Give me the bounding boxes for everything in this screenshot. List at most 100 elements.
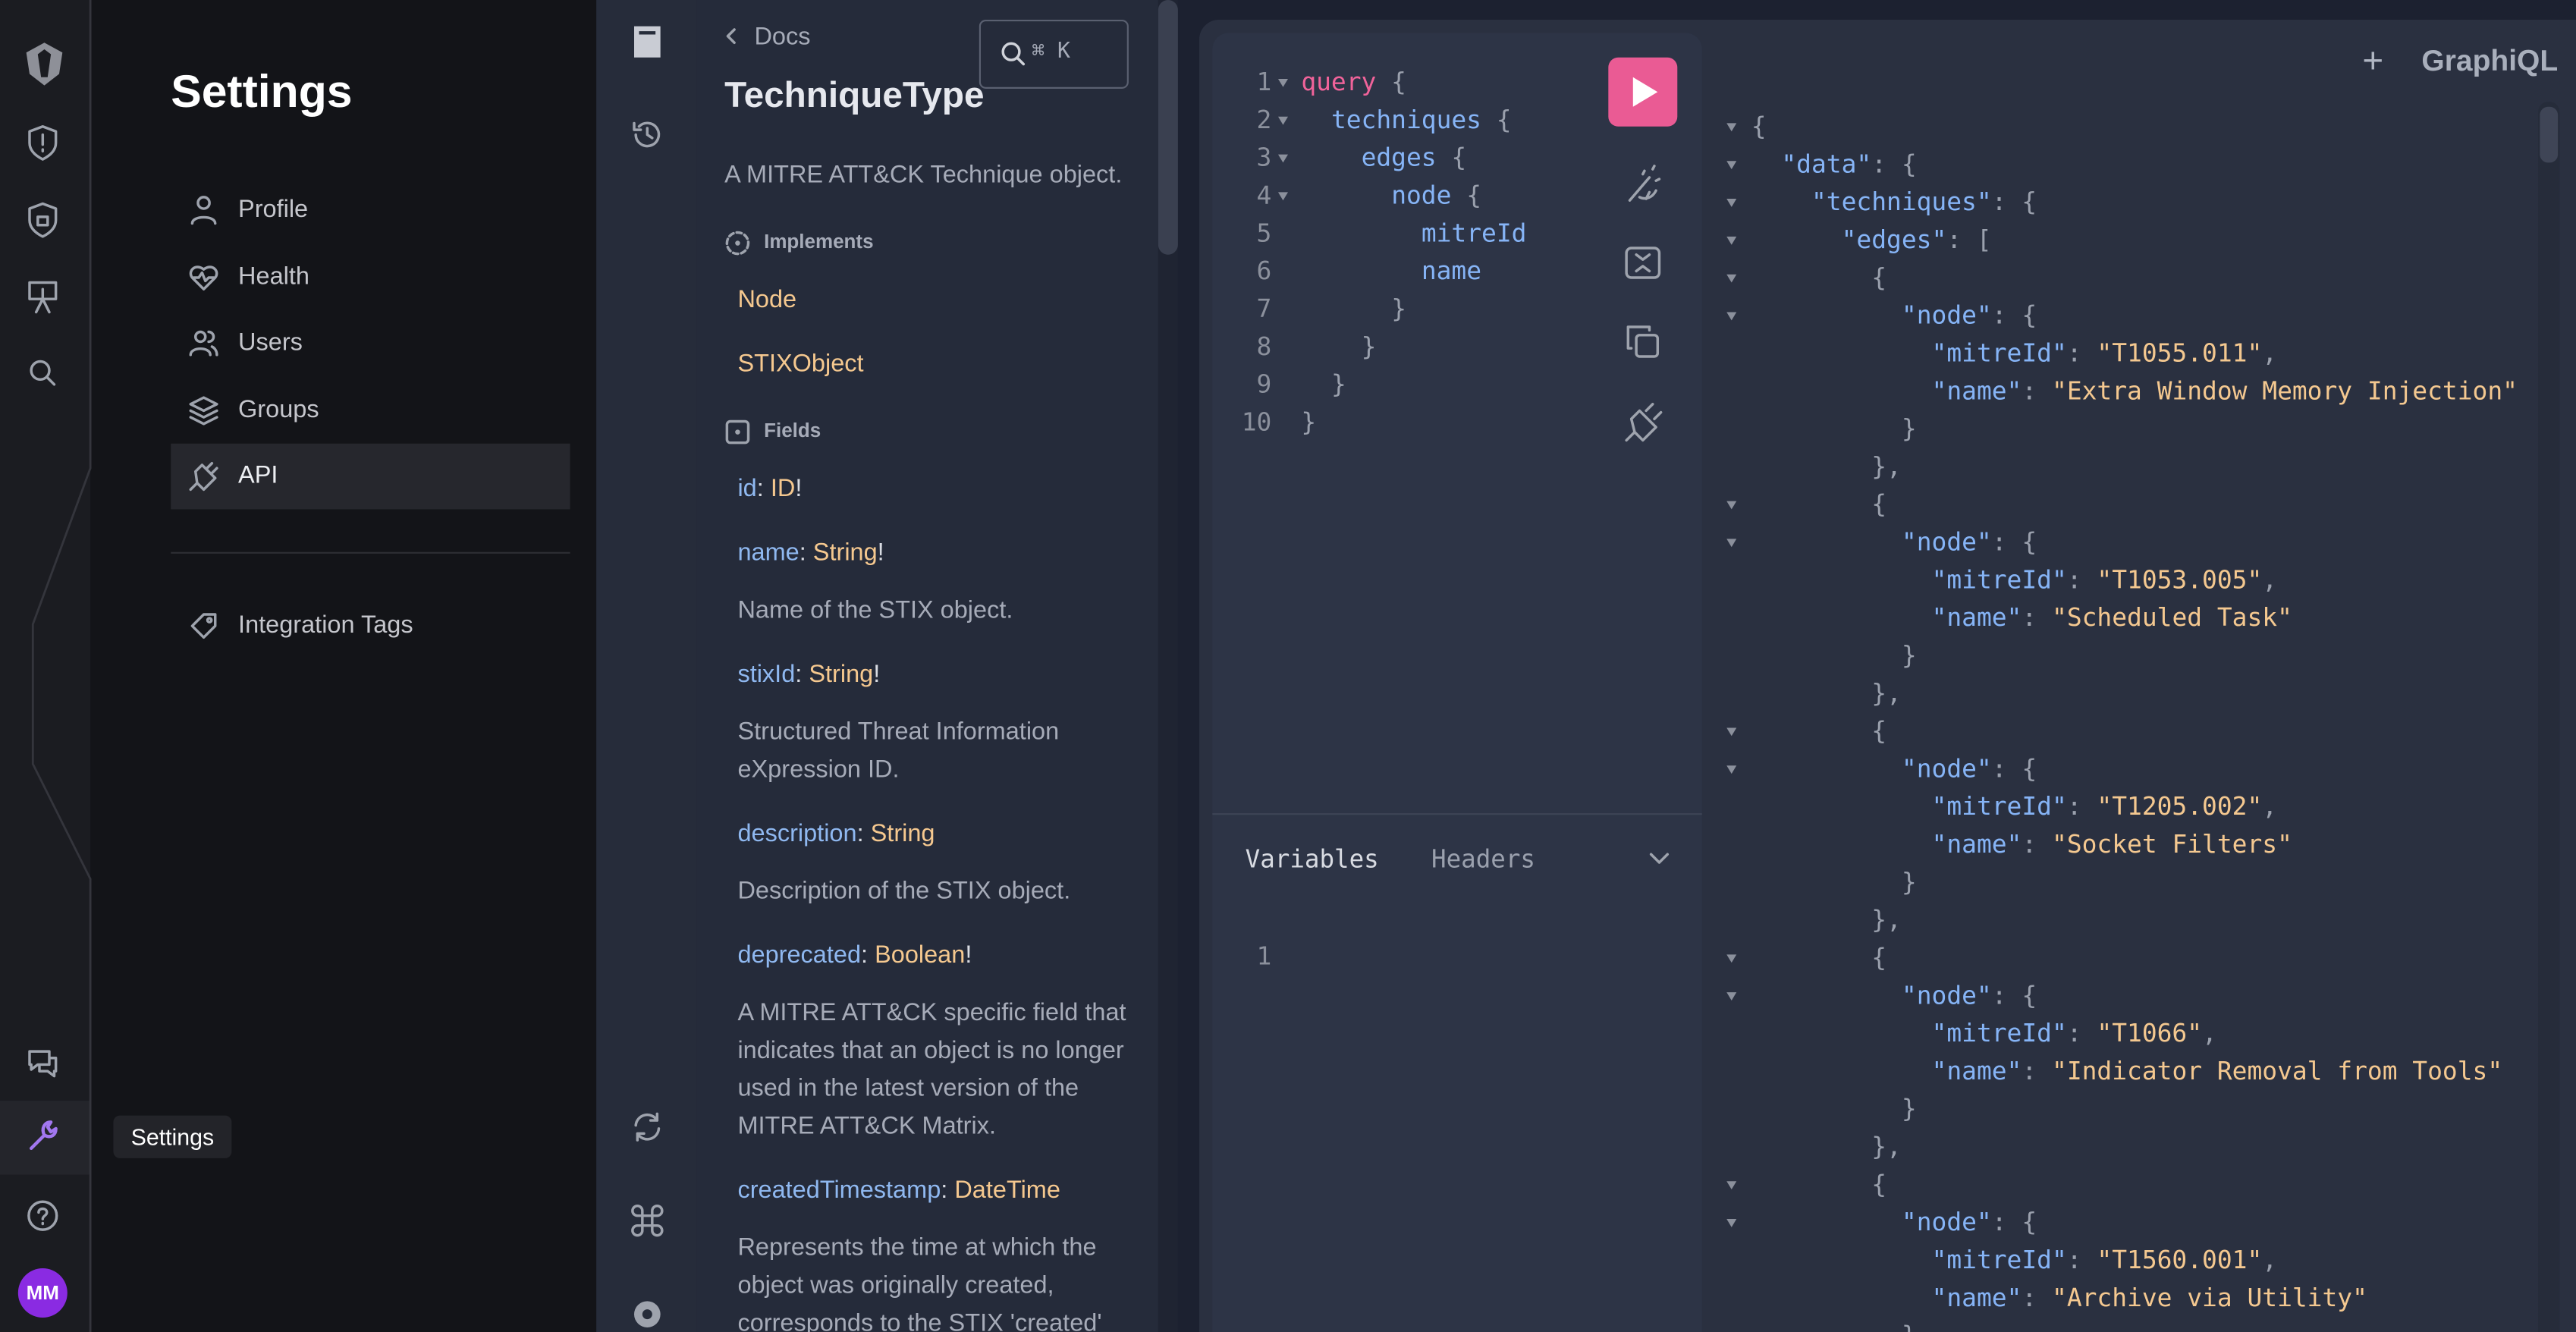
punctuation: : bbox=[2022, 1283, 2053, 1313]
merge-button[interactable] bbox=[1623, 243, 1663, 283]
scroll-thumb[interactable] bbox=[2540, 106, 2559, 163]
refresh-button[interactable] bbox=[631, 1111, 664, 1143]
field-name[interactable]: stixId bbox=[737, 660, 796, 689]
fold-arrow[interactable] bbox=[1726, 992, 1737, 1001]
field-name[interactable]: description bbox=[737, 819, 857, 848]
fold-arrow[interactable] bbox=[1726, 312, 1737, 321]
json-key: "node" bbox=[1901, 1207, 1992, 1237]
code-line: { bbox=[1725, 259, 2530, 297]
logo[interactable] bbox=[23, 41, 65, 87]
code-line: 4 node { bbox=[1212, 177, 1607, 215]
avatar[interactable]: MM bbox=[17, 1268, 68, 1318]
field-type[interactable]: String bbox=[870, 819, 935, 848]
field-type[interactable]: ID bbox=[770, 474, 796, 503]
nav-icon bbox=[189, 395, 218, 426]
editor-tab[interactable]: Headers bbox=[1431, 844, 1535, 875]
editor-tab[interactable]: Variables bbox=[1245, 844, 1379, 875]
security-icon[interactable] bbox=[27, 202, 59, 238]
chat-icon[interactable] bbox=[27, 1048, 59, 1078]
field-label: description: String bbox=[737, 815, 1132, 853]
code-line: } bbox=[1725, 1091, 2530, 1129]
code-line: "mitreId": "T1205.002", bbox=[1725, 789, 2530, 827]
nav-item[interactable]: Groups bbox=[171, 378, 570, 444]
nav-item[interactable]: Integration Tags bbox=[171, 593, 570, 659]
nav-item[interactable]: Users bbox=[171, 311, 570, 377]
punctuation: } bbox=[1330, 369, 1346, 400]
code-line: { bbox=[1725, 940, 2530, 978]
code-line: 2 techniques { bbox=[1212, 102, 1607, 140]
code-content: mitreId bbox=[1422, 215, 1527, 253]
field-name[interactable]: deprecated bbox=[737, 941, 862, 969]
back-label: Docs bbox=[754, 23, 811, 52]
fold-arrow[interactable] bbox=[1726, 236, 1737, 245]
interface-link[interactable]: Node bbox=[737, 285, 797, 314]
settings-icon[interactable] bbox=[24, 1119, 61, 1155]
nav-item[interactable]: API bbox=[171, 444, 570, 510]
plugin-button[interactable] bbox=[1623, 401, 1663, 443]
field-token: edges bbox=[1361, 143, 1437, 173]
json-string: "T1205.002" bbox=[2097, 791, 2263, 822]
fold-arrow[interactable] bbox=[1726, 123, 1737, 132]
run-button[interactable] bbox=[1608, 57, 1678, 127]
search-shortcut: ⌘ K bbox=[1032, 39, 1070, 64]
decorative-line bbox=[31, 0, 92, 1332]
new-tab-button[interactable]: + bbox=[2362, 39, 2384, 81]
field-name[interactable]: name bbox=[737, 539, 800, 567]
punctuation: { bbox=[1436, 143, 1467, 173]
nav-item[interactable]: Health bbox=[171, 244, 570, 310]
collapse-chevron[interactable] bbox=[1648, 851, 1670, 868]
settings-button[interactable] bbox=[630, 1296, 666, 1332]
fold-arrow[interactable] bbox=[1726, 274, 1737, 283]
code-content: } bbox=[1902, 410, 1917, 448]
field-name[interactable]: id bbox=[737, 474, 757, 503]
copy-button[interactable] bbox=[1623, 322, 1663, 361]
fold-arrow[interactable] bbox=[1277, 192, 1288, 201]
docs-panel: Docs ⌘ K TechniqueType A MITRE ATT&CK Te… bbox=[696, 0, 1158, 1332]
history-button[interactable] bbox=[631, 118, 664, 151]
shortcuts-button[interactable] bbox=[631, 1204, 664, 1237]
prettify-button[interactable] bbox=[1623, 165, 1663, 204]
field-type[interactable]: Boolean bbox=[875, 941, 966, 969]
field-type[interactable]: DateTime bbox=[954, 1176, 1060, 1205]
docs-search[interactable]: ⌘ K bbox=[979, 19, 1129, 89]
nav-item[interactable]: Profile bbox=[171, 177, 570, 243]
fold-arrow[interactable] bbox=[1277, 78, 1288, 87]
code-content: }, bbox=[1871, 448, 1902, 486]
code-content: "node": { bbox=[1902, 297, 2037, 335]
fold-arrow[interactable] bbox=[1277, 116, 1288, 125]
pane-divider bbox=[1212, 813, 1702, 815]
fold-arrow[interactable] bbox=[1726, 501, 1737, 510]
fold-arrow[interactable] bbox=[1726, 539, 1737, 548]
scroll-thumb[interactable] bbox=[1158, 0, 1178, 255]
fold-arrow[interactable] bbox=[1726, 1181, 1737, 1190]
help-icon[interactable] bbox=[27, 1199, 59, 1232]
punctuation: } bbox=[1902, 1321, 1917, 1332]
fold-arrow[interactable] bbox=[1726, 161, 1737, 170]
divider bbox=[171, 551, 570, 554]
code-content: "name": "Indicator Removal from Tools" bbox=[1932, 1053, 2503, 1091]
docs-back[interactable]: Docs bbox=[724, 23, 811, 52]
field-type[interactable]: String bbox=[809, 660, 874, 689]
code-content: } bbox=[1902, 1318, 1917, 1332]
alerts-icon[interactable] bbox=[27, 125, 59, 162]
fold-arrow[interactable] bbox=[1726, 765, 1737, 774]
fold-arrow[interactable] bbox=[1726, 954, 1737, 963]
active-rail-item bbox=[0, 1101, 91, 1175]
fold-arrow[interactable] bbox=[1726, 199, 1737, 207]
punctuation: { bbox=[1871, 943, 1887, 973]
field-name[interactable]: createdTimestamp bbox=[737, 1176, 941, 1205]
reports-icon[interactable] bbox=[27, 279, 59, 316]
fold-arrow[interactable] bbox=[1726, 1219, 1737, 1227]
fold-arrow[interactable] bbox=[1726, 727, 1737, 737]
json-key: "name" bbox=[1931, 829, 2022, 859]
line-number: 1 bbox=[1256, 67, 1272, 97]
field-type[interactable]: String bbox=[812, 539, 878, 567]
search-icon[interactable] bbox=[28, 358, 58, 388]
interface-link[interactable]: STIXObject bbox=[737, 350, 864, 379]
json-key: "techniques" bbox=[1811, 187, 1992, 217]
line-number: 6 bbox=[1256, 256, 1272, 286]
json-string: "Scheduled Task" bbox=[2052, 602, 2292, 633]
fold-arrow[interactable] bbox=[1277, 154, 1288, 163]
docs-button[interactable] bbox=[631, 24, 664, 58]
